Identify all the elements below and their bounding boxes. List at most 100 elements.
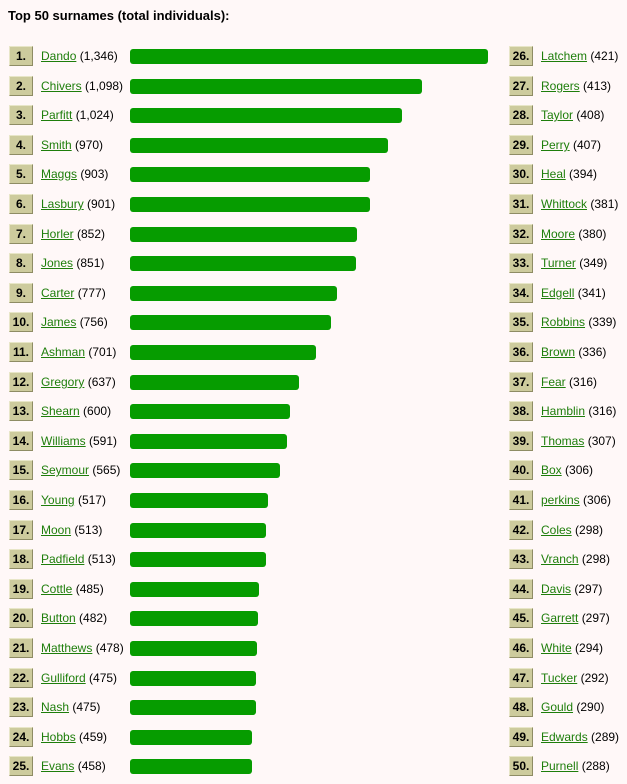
surname-bar <box>130 671 256 686</box>
surname-link[interactable]: Robbins <box>541 315 586 329</box>
rank-badge: 1. <box>9 46 33 66</box>
surname-link[interactable]: Heal <box>541 167 566 181</box>
surname-link[interactable]: Box <box>541 463 562 477</box>
surname-link[interactable]: perkins <box>541 493 580 507</box>
surname-count: (421) <box>590 49 619 63</box>
surname-count: (475) <box>89 671 118 685</box>
surname-count: (478) <box>95 641 124 655</box>
surname-label: Perry (407) <box>541 138 601 152</box>
surname-link[interactable]: Gould <box>541 700 574 714</box>
surname-label: Gould (290) <box>541 700 604 714</box>
surname-link[interactable]: Perry <box>541 138 570 152</box>
surname-link[interactable]: Gregory <box>41 375 85 389</box>
surname-link[interactable]: Purnell <box>541 759 579 773</box>
surname-link[interactable]: White <box>541 641 572 655</box>
rank-badge: 10. <box>9 312 33 332</box>
surname-link[interactable]: Lasbury <box>41 197 84 211</box>
surname-count: (777) <box>77 286 106 300</box>
rank-badge: 38. <box>509 401 533 421</box>
surname-bar <box>130 227 357 242</box>
surname-label: James (756) <box>41 315 108 329</box>
surname-count: (394) <box>569 167 598 181</box>
rank-badge: 44. <box>509 579 533 599</box>
surname-link[interactable]: Chivers <box>41 79 82 93</box>
surname-link[interactable]: Brown <box>541 345 576 359</box>
surname-link[interactable]: Young <box>41 493 75 507</box>
surname-link[interactable]: Vranch <box>541 552 579 566</box>
surname-bar <box>130 523 266 538</box>
surname-label: Edwards (289) <box>541 730 619 744</box>
surname-link[interactable]: Nash <box>41 700 70 714</box>
surname-link[interactable]: Turner <box>541 256 576 270</box>
surname-label: Evans (458) <box>41 759 106 773</box>
surname-bar <box>130 582 259 597</box>
surname-label: Robbins (339) <box>541 315 616 329</box>
surname-link[interactable]: Whittock <box>541 197 588 211</box>
surname-bar <box>130 79 422 94</box>
surname-label: Brown (336) <box>541 345 606 359</box>
surname-count: (1,098) <box>85 79 124 93</box>
surname-label: Taylor (408) <box>541 108 604 122</box>
surname-count: (903) <box>80 167 109 181</box>
rank-badge: 15. <box>9 460 33 480</box>
surname-link[interactable]: Dando <box>41 49 77 63</box>
rank-badge: 35. <box>509 312 533 332</box>
surname-link[interactable]: Coles <box>541 523 572 537</box>
surname-label: Hobbs (459) <box>41 730 107 744</box>
surname-label: Shearn (600) <box>41 404 111 418</box>
surname-link[interactable]: James <box>41 315 77 329</box>
surname-link[interactable]: Edwards <box>541 730 588 744</box>
surname-link[interactable]: Padfield <box>41 552 85 566</box>
rank-badge: 43. <box>509 549 533 569</box>
surname-link[interactable]: Edgell <box>541 286 575 300</box>
surname-link[interactable]: Matthews <box>41 641 93 655</box>
surname-link[interactable]: Horler <box>41 227 74 241</box>
surname-count: (380) <box>578 227 607 241</box>
surname-link[interactable]: Davis <box>541 582 572 596</box>
rank-badge: 21. <box>9 638 33 658</box>
surname-bar <box>130 434 287 449</box>
surname-bar <box>130 463 280 478</box>
rank-badge: 14. <box>9 431 33 451</box>
surname-link[interactable]: Garrett <box>541 611 579 625</box>
surname-label: Tucker (292) <box>541 671 609 685</box>
surname-link[interactable]: Cottle <box>41 582 73 596</box>
surname-link[interactable]: Latchem <box>541 49 588 63</box>
surname-link[interactable]: Evans <box>41 759 75 773</box>
surname-label: Button (482) <box>41 611 107 625</box>
surname-link[interactable]: Shearn <box>41 404 80 418</box>
surname-count: (336) <box>578 345 607 359</box>
surname-link[interactable]: Moore <box>541 227 576 241</box>
surname-label: Maggs (903) <box>41 167 108 181</box>
surname-link[interactable]: Williams <box>41 434 86 448</box>
rank-badge: 8. <box>9 253 33 273</box>
surname-link[interactable]: Gulliford <box>41 671 86 685</box>
surname-count: (637) <box>87 375 116 389</box>
surname-link[interactable]: Tucker <box>541 671 578 685</box>
surname-link[interactable]: Thomas <box>541 434 585 448</box>
surname-bar <box>130 256 356 271</box>
surname-link[interactable]: Hamblin <box>541 404 586 418</box>
surname-label: Lasbury (901) <box>41 197 115 211</box>
surname-label: Smith (970) <box>41 138 103 152</box>
surname-link[interactable]: Maggs <box>41 167 78 181</box>
surname-link[interactable]: Jones <box>41 256 74 270</box>
surname-link[interactable]: Moon <box>41 523 72 537</box>
surname-link[interactable]: Rogers <box>541 79 580 93</box>
surname-label: Nash (475) <box>41 700 100 714</box>
surname-label: Carter (777) <box>41 286 106 300</box>
rank-badge: 39. <box>509 431 533 451</box>
surname-label: Young (517) <box>41 493 106 507</box>
surname-link[interactable]: Seymour <box>41 463 90 477</box>
surname-link[interactable]: Hobbs <box>41 730 76 744</box>
surname-link[interactable]: Carter <box>41 286 75 300</box>
surname-link[interactable]: Parfitt <box>41 108 73 122</box>
surname-link[interactable]: Ashman <box>41 345 86 359</box>
surname-label: Hamblin (316) <box>541 404 616 418</box>
surname-link[interactable]: Button <box>41 611 76 625</box>
surname-count: (306) <box>583 493 612 507</box>
surname-count: (307) <box>587 434 616 448</box>
surname-link[interactable]: Fear <box>541 375 566 389</box>
surname-link[interactable]: Taylor <box>541 108 574 122</box>
surname-link[interactable]: Smith <box>41 138 72 152</box>
